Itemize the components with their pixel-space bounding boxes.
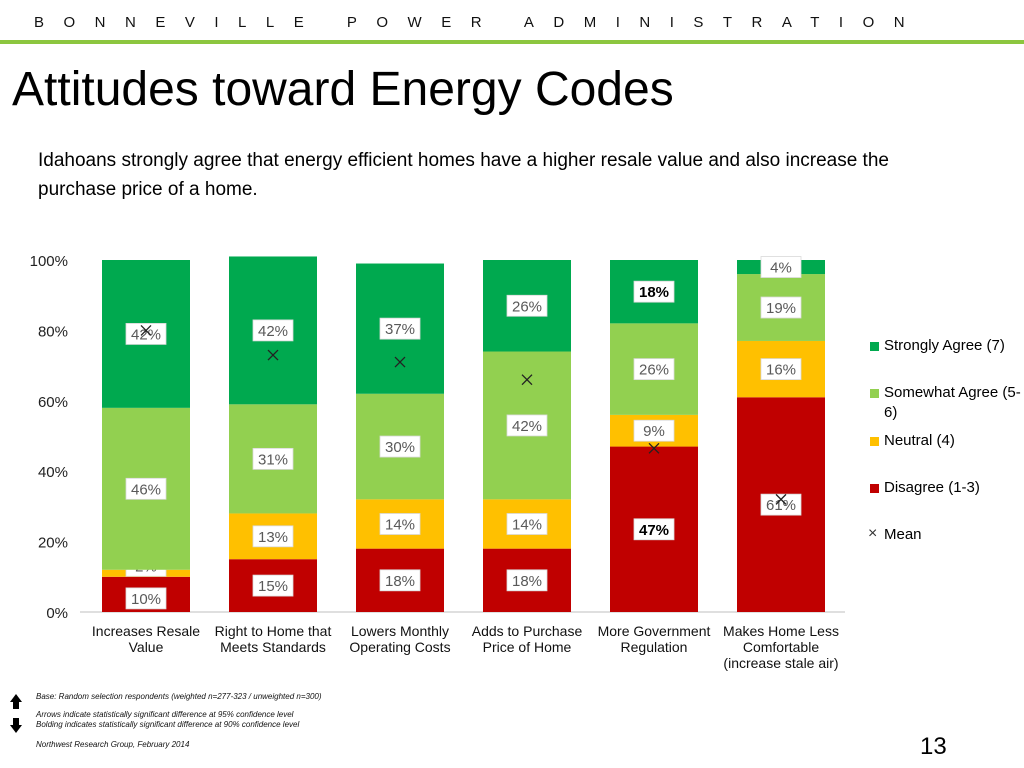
x-category-label: Meets Standards	[220, 639, 326, 655]
x-category-label: (increase stale air)	[723, 655, 838, 671]
data-label: 18%	[385, 573, 415, 590]
mean-marker	[140, 324, 152, 336]
x-category-label: Price of Home	[483, 639, 572, 655]
data-label-box	[252, 447, 294, 470]
data-label: 31%	[258, 451, 288, 468]
data-label-box	[760, 358, 802, 381]
data-label-box	[379, 569, 421, 592]
legend-label-strongly-agree: Strongly Agree (7)	[884, 337, 1005, 354]
data-label: 18%	[639, 284, 669, 301]
data-label-box	[506, 569, 548, 592]
data-label-box	[633, 280, 675, 303]
mean-marker	[521, 374, 533, 386]
data-label-box	[633, 358, 675, 381]
footnote-base: Base: Random selection respondents (weig…	[36, 692, 322, 701]
top-banner: BONNEVILLE POWER ADMINISTRATION	[0, 0, 1024, 44]
data-label-box	[633, 518, 675, 541]
data-label-box	[633, 419, 675, 442]
data-label-box	[760, 256, 802, 278]
data-label-box	[506, 294, 548, 317]
mean-marker-icon: ×	[868, 525, 878, 542]
y-tick-label: 80%	[38, 323, 68, 340]
data-label-box	[252, 319, 294, 342]
y-tick-label: 60%	[38, 394, 68, 411]
data-label: 15%	[258, 578, 288, 595]
data-label: 30%	[385, 439, 415, 456]
data-label: 46%	[131, 481, 161, 498]
legend-swatch-somewhat-agree	[870, 389, 879, 398]
data-label-box	[252, 574, 294, 597]
x-category-label: Right to Home that	[215, 623, 332, 639]
legend-label-mean: Mean	[884, 526, 922, 543]
arrow-up-icon	[10, 694, 22, 702]
legend-label-disagree: Disagree (1-3)	[884, 479, 980, 496]
data-label-box	[379, 317, 421, 340]
footnote-bolding: Bolding indicates statistically signific…	[36, 720, 300, 729]
footnote-arrows: Arrows indicate statistically significan…	[36, 710, 294, 719]
x-category-label: More Government	[598, 623, 711, 639]
y-tick-label: 100%	[30, 253, 68, 270]
data-label: 14%	[512, 517, 542, 534]
data-label-box	[125, 587, 167, 610]
data-label: 16%	[766, 362, 796, 379]
data-label: 37%	[385, 321, 415, 338]
legend-swatch-neutral	[870, 437, 879, 446]
arrow-down-icon-stem	[13, 718, 19, 725]
data-label: 18%	[512, 573, 542, 590]
stacked-bar-chart: 0%20%40%60%80%100%10%2%46%42%Increases R…	[30, 253, 845, 671]
data-label: 47%	[639, 522, 669, 539]
data-label: 14%	[385, 517, 415, 534]
mean-marker	[394, 356, 406, 368]
y-tick-label: 0%	[46, 605, 68, 622]
mean-marker	[648, 442, 660, 454]
data-label: 26%	[639, 362, 669, 379]
data-label-box	[125, 477, 167, 500]
data-label-box	[760, 493, 802, 516]
data-label: 10%	[131, 591, 161, 608]
footnote-source: Northwest Research Group, February 2014	[36, 740, 190, 749]
x-category-label: Makes Home Less	[723, 623, 839, 639]
data-label: 42%	[258, 323, 288, 340]
legend-swatch-disagree	[870, 484, 879, 493]
x-category-label: Lowers Monthly	[351, 623, 449, 639]
legend-label-neutral: Neutral (4)	[884, 432, 955, 449]
mean-marker	[267, 349, 279, 361]
x-category-label: Operating Costs	[349, 639, 450, 655]
data-label: 13%	[258, 529, 288, 546]
accent-line	[0, 40, 1024, 44]
x-category-label: Value	[129, 639, 164, 655]
mean-marker	[775, 493, 787, 505]
data-label: 42%	[512, 418, 542, 435]
x-category-label: Increases Resale	[92, 623, 200, 639]
x-category-label: Regulation	[621, 639, 688, 655]
data-label-box	[125, 323, 167, 345]
y-tick-label: 20%	[38, 535, 68, 552]
page-number: 13	[920, 733, 947, 760]
legend-label-somewhat-agree: Somewhat Agree (5-6)	[884, 384, 1021, 421]
data-label-box	[252, 525, 294, 548]
x-category-label: Comfortable	[743, 639, 819, 655]
data-label: 9%	[643, 423, 665, 440]
data-label-box	[760, 296, 802, 319]
data-label-box	[506, 414, 548, 437]
data-label: 26%	[512, 298, 542, 315]
legend-swatch-strongly-agree	[870, 342, 879, 351]
organization-name: BONNEVILLE POWER ADMINISTRATION	[34, 14, 925, 31]
y-tick-label: 40%	[38, 464, 68, 481]
data-label: 61%	[766, 497, 796, 514]
arrow-down-icon	[10, 725, 22, 733]
arrow-up-icon-stem	[13, 702, 19, 709]
slide-title: Attitudes toward Energy Codes	[12, 63, 674, 116]
data-label-box	[379, 435, 421, 458]
data-label: 4%	[770, 260, 792, 277]
data-label-box	[506, 513, 548, 535]
data-label: 42%	[131, 326, 161, 343]
data-label-box	[379, 513, 421, 535]
x-category-label: Adds to Purchase	[472, 623, 583, 639]
slide-subtitle: Idahoans strongly agree that energy effi…	[38, 150, 889, 200]
data-label: 19%	[766, 300, 796, 317]
